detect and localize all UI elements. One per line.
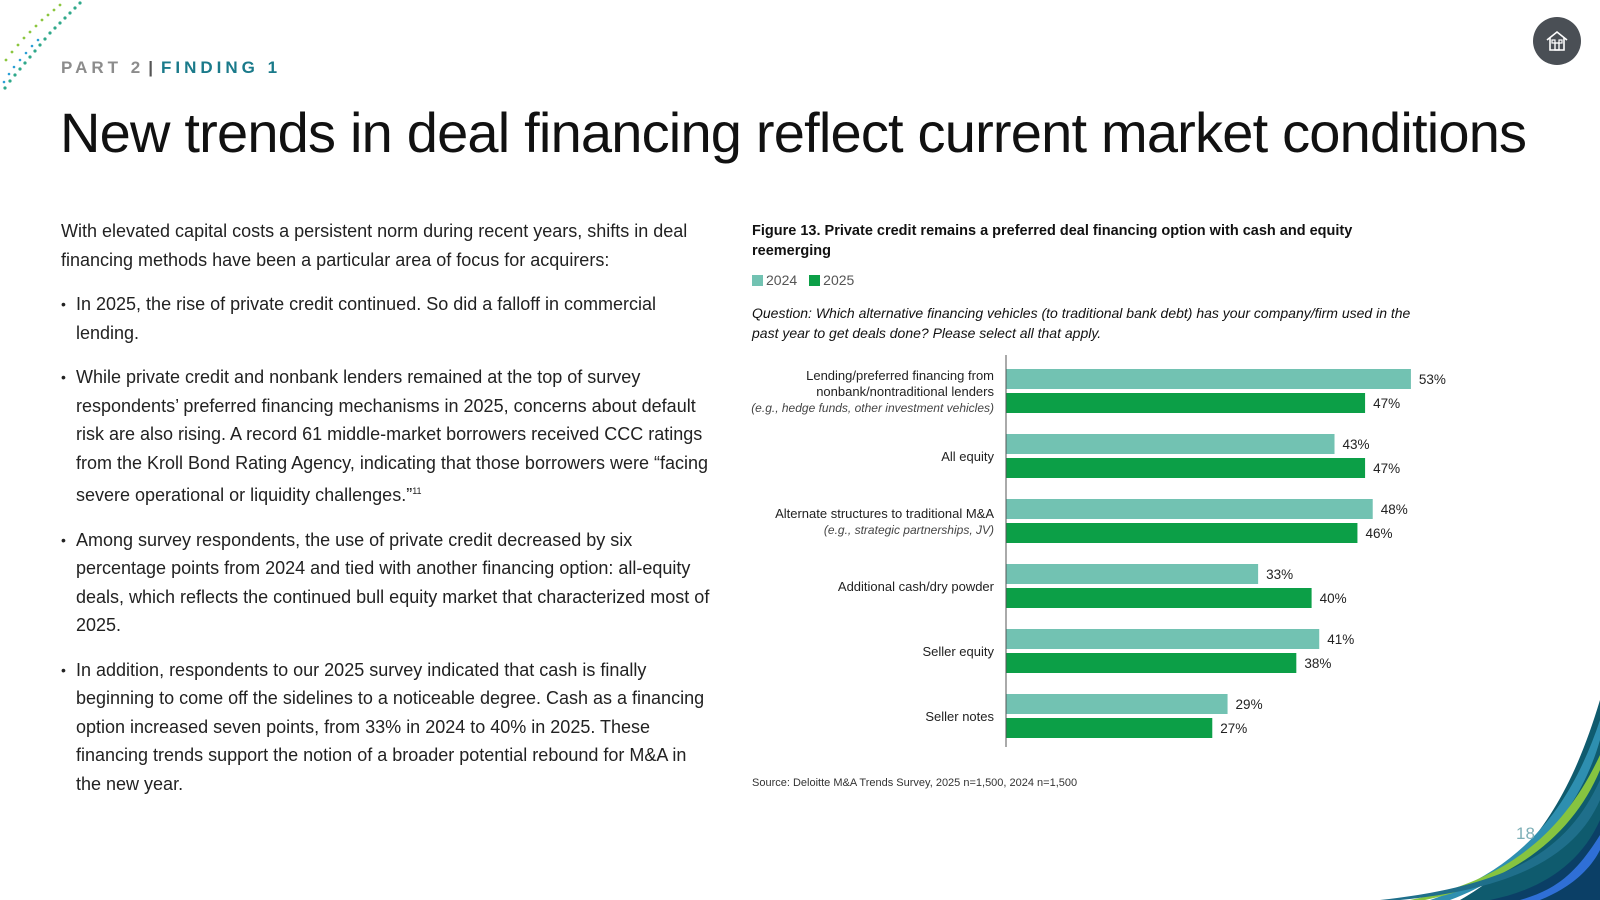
- bar-group: 53% 47% Lending/preferred financing fromno…: [751, 368, 1446, 415]
- bar-chart: 53% 47% Lending/preferred financing fromno…: [751, 355, 1446, 747]
- category-label: Lending/preferred financing from: [806, 368, 994, 383]
- data-label: 47%: [1373, 461, 1400, 476]
- bar-2024: [1006, 564, 1259, 584]
- legend-label-2024: 2024: [766, 272, 798, 288]
- legend-swatch-2025: [809, 274, 821, 286]
- body-text: With elevated capital costs a persistent…: [61, 217, 711, 814]
- category-note: (e.g., strategic partnerships, JV): [824, 523, 994, 537]
- page-title: New trends in deal financing reflect cur…: [60, 101, 1527, 164]
- data-label: 48%: [1381, 502, 1408, 517]
- category-label: Alternate structures to traditional M&A: [775, 506, 994, 521]
- category-label: Additional cash/dry powder: [838, 579, 995, 594]
- data-label: 43%: [1343, 437, 1370, 452]
- bar-2024: [1006, 629, 1320, 649]
- legend-swatch-2024: [752, 274, 763, 286]
- chart-legend: 2024 2025: [752, 272, 854, 288]
- legend-label-2025: 2025: [823, 272, 855, 288]
- bar-group: 41% 38% Seller equity: [922, 629, 1354, 673]
- footnote-reference[interactable]: 11: [412, 486, 422, 496]
- part-label: PART 2: [61, 58, 145, 77]
- dotted-swoosh-decoration: [2, 1, 82, 90]
- bar-2024: [1006, 434, 1335, 454]
- bar-2024: [1006, 694, 1228, 714]
- category-label: All equity: [941, 449, 994, 464]
- separator: |: [148, 58, 157, 77]
- bar-group: 43%47% All equity: [941, 434, 1400, 478]
- category-label: nonbank/nontraditional lenders: [816, 384, 994, 399]
- bar-group: 29% 27% Seller notes: [925, 694, 1263, 738]
- category-label: Seller notes: [925, 709, 994, 724]
- data-label: 46%: [1365, 526, 1392, 541]
- home-button[interactable]: [1533, 17, 1581, 65]
- corner-stripes-decoration: [1380, 700, 1600, 900]
- home-icon: [1546, 30, 1568, 51]
- bar-2025: [1006, 588, 1312, 608]
- category-note: (e.g., hedge funds, other investment veh…: [751, 401, 994, 415]
- section-label: PART 2 | FINDING 1: [61, 58, 281, 78]
- survey-question: Question: Which alternative financing ve…: [752, 305, 1411, 341]
- bar-2025: [1006, 523, 1358, 543]
- data-label: 33%: [1266, 567, 1293, 582]
- bar-2024: [1006, 369, 1411, 389]
- finding-label: FINDING 1: [160, 58, 282, 77]
- data-label: 38%: [1304, 656, 1331, 671]
- category-label: Seller equity: [922, 644, 994, 659]
- bullet-list: In 2025, the rise of private credit cont…: [61, 290, 711, 798]
- data-label: 47%: [1373, 396, 1400, 411]
- data-label: 41%: [1327, 632, 1354, 647]
- data-label: 53%: [1419, 372, 1446, 387]
- intro-paragraph: With elevated capital costs a persistent…: [61, 221, 688, 270]
- bar-2024: [1006, 499, 1373, 519]
- bullet-item: In addition, respondents to our 2025 sur…: [61, 656, 711, 799]
- data-label: 29%: [1236, 697, 1263, 712]
- figure-title: Figure 13. Private credit remains a pref…: [752, 223, 1353, 259]
- data-label: 27%: [1220, 721, 1247, 736]
- page-number: 18: [1516, 824, 1535, 843]
- bullet-item: In 2025, the rise of private credit cont…: [61, 290, 711, 347]
- bar-2025: [1006, 653, 1297, 673]
- data-label: 40%: [1320, 591, 1347, 606]
- bar-2025: [1006, 458, 1366, 478]
- bar-group: 48% 46% Alternate structures to traditiona…: [775, 499, 1408, 543]
- source-note: Source: Deloitte M&A Trends Survey, 2025…: [752, 777, 1078, 789]
- bar-2025: [1006, 718, 1213, 738]
- bullet-item: Among survey respondents, the use of pri…: [61, 526, 711, 640]
- bullet-item: While private credit and nonbank lenders…: [61, 363, 711, 510]
- legend-item-2025: 2025: [809, 272, 854, 288]
- bar-group: 33% 40% Additional cash/dry powder: [838, 564, 1347, 608]
- legend-item-2024: 2024: [752, 272, 797, 288]
- bar-2025: [1006, 393, 1366, 413]
